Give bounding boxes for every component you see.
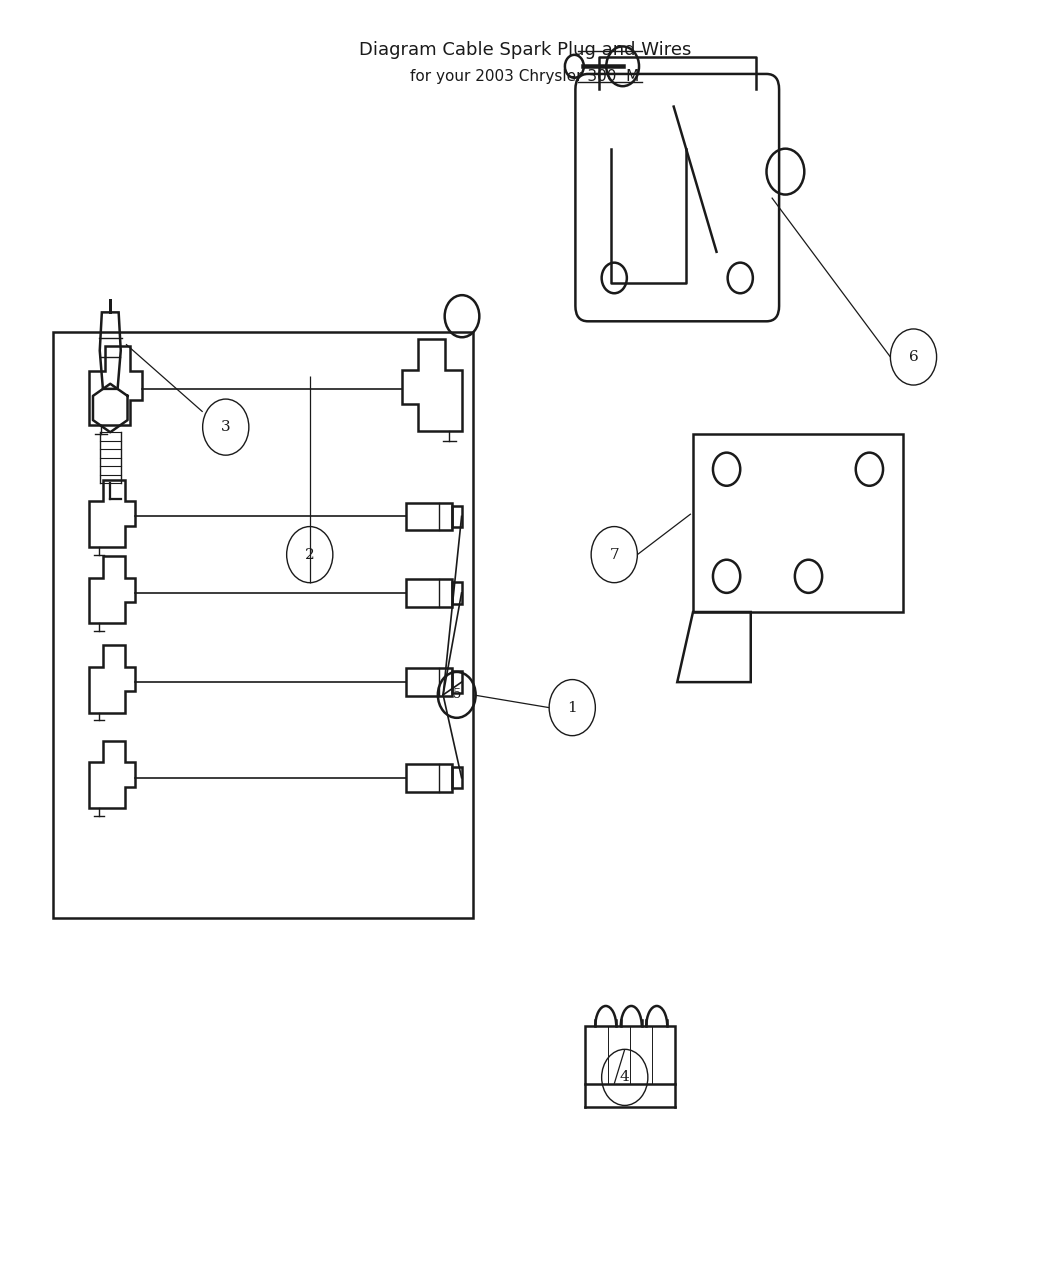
Bar [406, 764, 452, 792]
Bar [452, 768, 462, 788]
Bar [52, 332, 472, 918]
Bar [693, 434, 903, 612]
Bar [406, 502, 452, 530]
Text: 5: 5 [453, 688, 461, 701]
Text: 4: 4 [620, 1071, 630, 1084]
Bar [586, 1026, 674, 1084]
Bar [452, 506, 462, 527]
Text: 3: 3 [220, 421, 231, 434]
Text: 2: 2 [304, 548, 315, 561]
Text: Diagram Cable Spark Plug and Wires: Diagram Cable Spark Plug and Wires [359, 41, 691, 59]
Bar [452, 672, 462, 692]
Text: 7: 7 [609, 548, 620, 561]
Bar [406, 579, 452, 607]
Text: for your 2003 Chrysler 300  M: for your 2003 Chrysler 300 M [411, 69, 639, 84]
Bar [406, 668, 452, 696]
Text: 6: 6 [908, 351, 919, 363]
Text: 1: 1 [567, 701, 578, 714]
Bar [452, 583, 462, 603]
